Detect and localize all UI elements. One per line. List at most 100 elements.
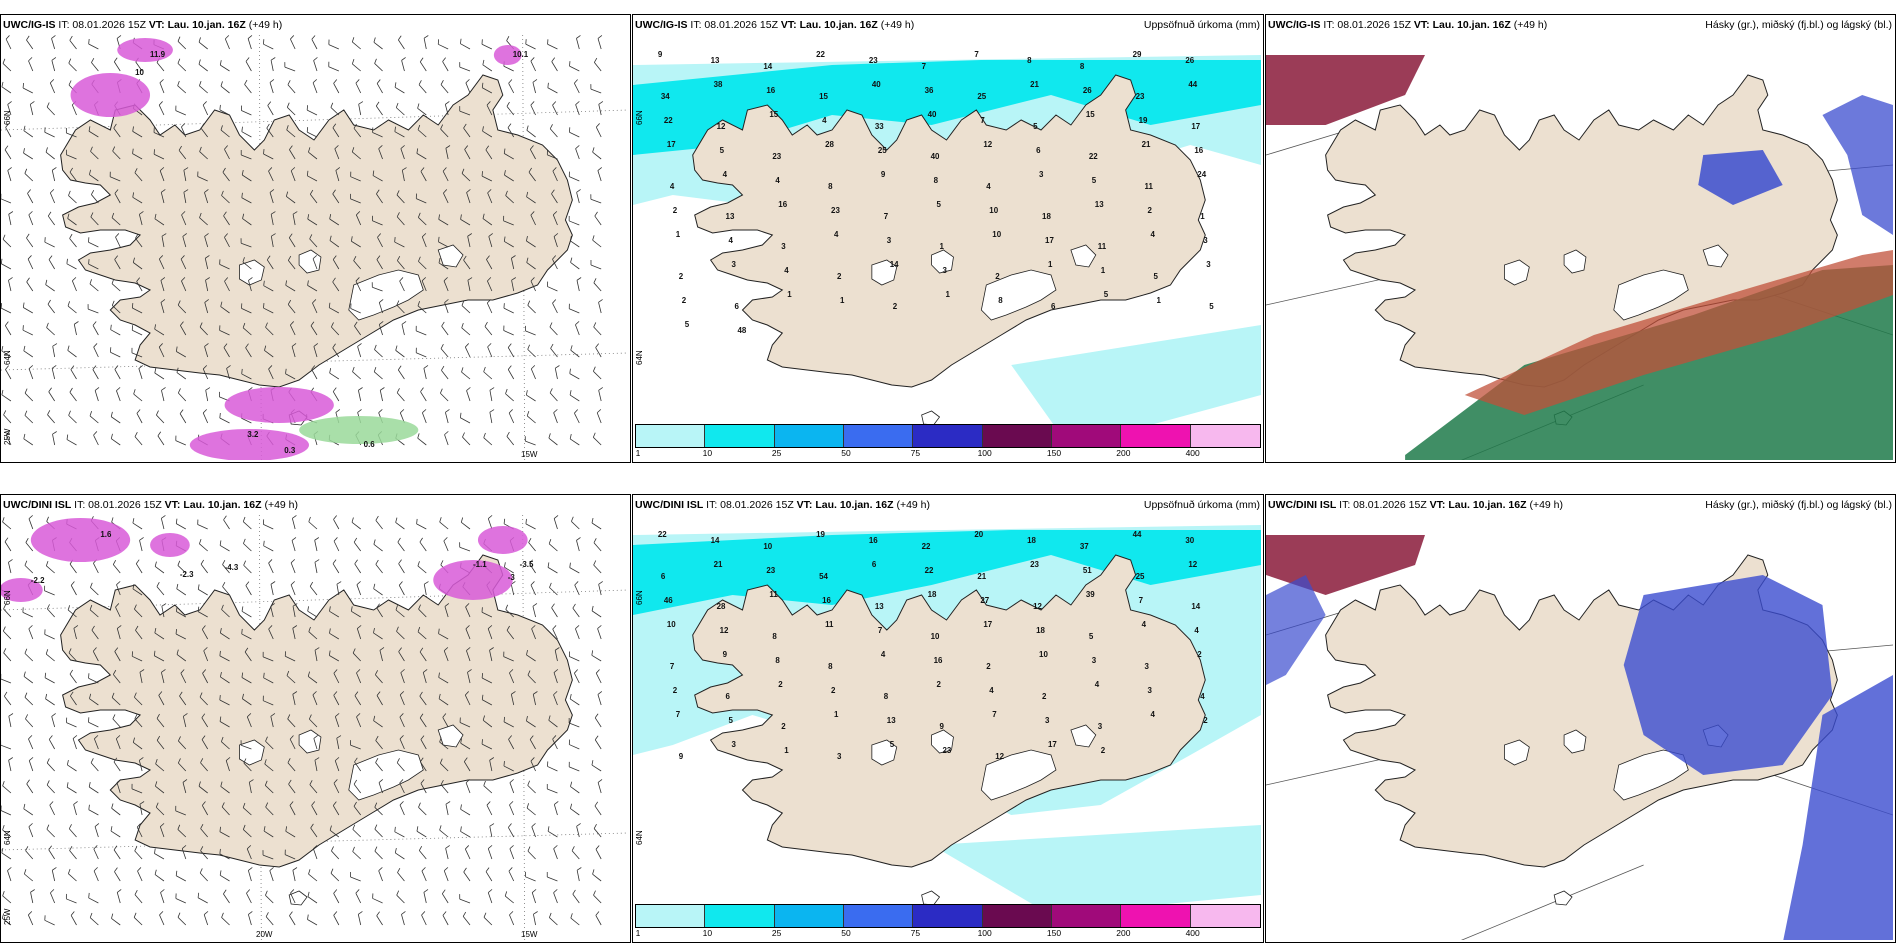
wind-barb bbox=[333, 515, 340, 530]
wind-barb bbox=[67, 301, 77, 314]
wind-barb bbox=[505, 388, 514, 402]
wind-barb bbox=[463, 867, 471, 882]
wind-barb bbox=[595, 669, 602, 684]
wind-barb bbox=[308, 147, 318, 160]
precip-value: 46 bbox=[664, 596, 673, 605]
wind-barb bbox=[356, 581, 362, 596]
wind-barb bbox=[292, 211, 298, 226]
wind-barb bbox=[401, 911, 406, 926]
wind-barb bbox=[526, 191, 536, 204]
wind-barb bbox=[355, 79, 362, 94]
glacier bbox=[1563, 249, 1587, 274]
wind-barb bbox=[442, 713, 449, 728]
wind-barb bbox=[554, 365, 560, 380]
wind-barb bbox=[175, 870, 187, 882]
wind-barb bbox=[442, 911, 449, 926]
colorbar-tick-label: 150 bbox=[1046, 448, 1062, 458]
wind-barb bbox=[219, 826, 230, 838]
wind-barb bbox=[570, 913, 580, 926]
wind-barb bbox=[376, 255, 383, 270]
precip-value: 11 bbox=[825, 620, 834, 629]
wind-barb bbox=[466, 387, 471, 402]
wind-barb bbox=[597, 691, 603, 706]
wind-barb bbox=[527, 300, 536, 314]
wind-barb bbox=[418, 256, 427, 270]
wind-barb bbox=[481, 39, 493, 50]
wind-barb bbox=[594, 801, 602, 816]
wind-barb bbox=[240, 238, 252, 248]
wind-barb bbox=[355, 211, 362, 226]
precip-value: 14 bbox=[1191, 602, 1200, 611]
wind-barb bbox=[220, 671, 230, 684]
wind-barb bbox=[52, 343, 58, 358]
wind-barb bbox=[415, 193, 427, 204]
wind-barb bbox=[248, 911, 253, 926]
wind-barb bbox=[459, 894, 471, 904]
precip-value: 10 bbox=[931, 632, 940, 641]
wind-barb bbox=[568, 761, 580, 772]
wind-barb bbox=[352, 648, 361, 662]
wind-barb bbox=[394, 826, 405, 838]
wind-barb bbox=[373, 715, 383, 728]
wind-barb bbox=[292, 625, 298, 640]
wind-barb bbox=[204, 299, 209, 314]
wind-barb bbox=[113, 757, 121, 772]
precip-value: 10 bbox=[667, 620, 676, 629]
wind-barb bbox=[285, 368, 296, 380]
wind-barb bbox=[445, 409, 450, 424]
wind-barb bbox=[591, 605, 602, 618]
wind-barb bbox=[334, 757, 340, 772]
wind-barb bbox=[354, 321, 362, 336]
wind-barb bbox=[161, 387, 166, 402]
wind-barb bbox=[444, 603, 450, 618]
wind-barb bbox=[503, 325, 514, 336]
wind-barb bbox=[576, 189, 581, 204]
wind-barb bbox=[504, 170, 514, 182]
precip-value: 2 bbox=[837, 272, 842, 281]
wind-barb bbox=[438, 672, 449, 684]
wind-barb bbox=[505, 190, 514, 204]
wind-barb bbox=[292, 603, 298, 618]
wind-barb bbox=[51, 167, 57, 182]
wind-barb bbox=[243, 758, 252, 772]
wind-barb bbox=[377, 233, 383, 248]
wind-barb bbox=[439, 758, 449, 772]
colorbar-swatch bbox=[774, 425, 844, 447]
wind-barb bbox=[288, 779, 296, 794]
wind-barb bbox=[420, 779, 427, 794]
wind-barb bbox=[372, 170, 383, 182]
valid-time: VT: Lau. 10.jan. 16Z bbox=[1413, 19, 1511, 31]
wind-barb bbox=[423, 581, 429, 596]
wind-barb bbox=[176, 583, 187, 596]
wind-barb bbox=[182, 713, 188, 728]
wind-barb bbox=[552, 167, 558, 182]
wind-barb bbox=[265, 802, 274, 816]
wind-barb bbox=[574, 409, 580, 424]
wind-barb bbox=[244, 79, 252, 94]
wind-barb bbox=[268, 625, 274, 640]
wind-barb bbox=[373, 583, 383, 596]
wind-barb bbox=[112, 146, 121, 160]
wind-barb bbox=[531, 889, 537, 904]
wind-barb bbox=[202, 669, 209, 684]
wind-barb bbox=[374, 802, 383, 816]
valid-time: VT: Lau. 10.jan. 16Z bbox=[148, 19, 246, 31]
wind-barb bbox=[548, 715, 558, 728]
wind-barb bbox=[203, 911, 209, 926]
wind-barb bbox=[511, 277, 516, 292]
wind-barb bbox=[243, 560, 252, 574]
wind-barb bbox=[200, 758, 208, 772]
wind-barb bbox=[70, 911, 77, 926]
wind-barb bbox=[66, 149, 77, 160]
wind-barb bbox=[440, 124, 449, 138]
wind-barb bbox=[112, 559, 121, 574]
panel-dini-wind: UWC/DINI ISL IT: 08.01.2026 15Z VT: Lau.… bbox=[0, 494, 631, 943]
wind-barb bbox=[376, 189, 383, 204]
wind-barb bbox=[356, 713, 362, 728]
wind-barb bbox=[180, 669, 187, 684]
wind-barb bbox=[356, 669, 362, 684]
wind-barb bbox=[569, 693, 580, 706]
wind-barb bbox=[571, 846, 580, 860]
wind-barb bbox=[483, 366, 493, 380]
wind-barb bbox=[2, 234, 12, 248]
